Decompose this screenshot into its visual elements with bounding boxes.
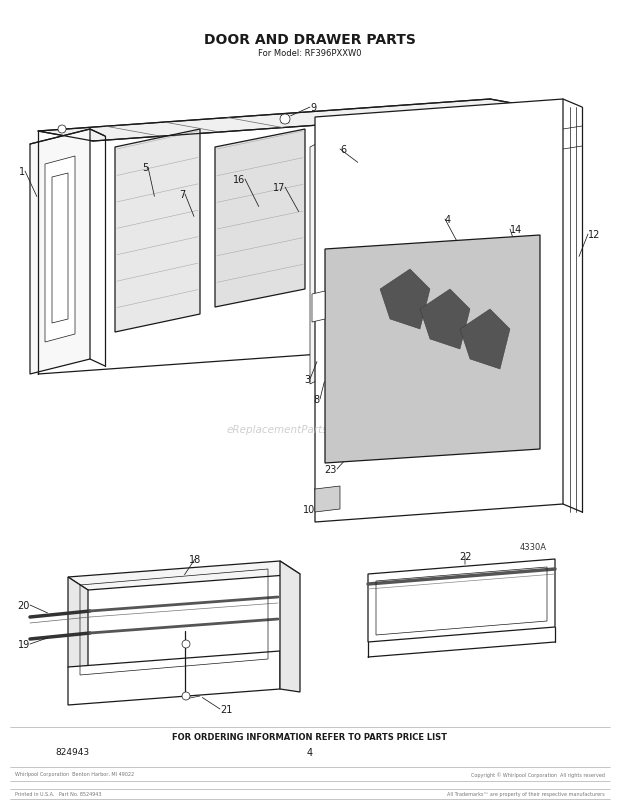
Text: 21: 21 [220,704,232,714]
Text: 6: 6 [340,145,346,155]
Text: Whirlpool Corporation  Benton Harbor, MI 49022: Whirlpool Corporation Benton Harbor, MI … [15,772,134,777]
Text: 20: 20 [17,601,30,610]
Text: Printed in U.S.A.   Part No. 8524943: Printed in U.S.A. Part No. 8524943 [15,792,102,797]
Text: 19: 19 [18,639,30,649]
Polygon shape [115,130,200,332]
Polygon shape [380,270,430,329]
Text: FOR ORDERING INFORMATION REFER TO PARTS PRICE LIST: FOR ORDERING INFORMATION REFER TO PARTS … [172,732,448,742]
Text: 17: 17 [273,183,285,193]
Text: eReplacementParts.com: eReplacementParts.com [226,425,353,434]
Polygon shape [280,561,300,692]
Circle shape [58,126,66,134]
Polygon shape [420,290,470,349]
Text: 9: 9 [310,103,316,113]
Text: 18: 18 [189,554,201,565]
Text: 824943: 824943 [55,748,89,756]
Polygon shape [68,651,280,705]
Polygon shape [368,560,555,642]
Text: Copyright © Whirlpool Corporation  All rights reserved: Copyright © Whirlpool Corporation All ri… [471,771,605,777]
Polygon shape [315,100,563,522]
Text: 10: 10 [303,504,315,515]
Polygon shape [312,291,325,323]
Text: 12: 12 [588,230,600,240]
Text: DOOR AND DRAWER PARTS: DOOR AND DRAWER PARTS [204,33,416,47]
Polygon shape [30,130,90,374]
Polygon shape [315,487,340,512]
Text: 16: 16 [232,175,245,185]
Circle shape [182,692,190,700]
Text: 5: 5 [142,163,148,173]
Text: For Model: RF396PXXW0: For Model: RF396PXXW0 [259,48,361,58]
Polygon shape [325,236,540,463]
Polygon shape [52,173,68,324]
Polygon shape [460,310,510,369]
Text: All Trademarks™ are property of their respective manufacturers: All Trademarks™ are property of their re… [447,792,605,797]
Circle shape [280,115,290,124]
Text: 7: 7 [179,190,185,200]
Text: 22: 22 [459,552,471,561]
Polygon shape [45,157,75,343]
Text: 11: 11 [342,410,354,419]
Text: 15: 15 [415,259,427,270]
Text: 1: 1 [19,167,25,177]
Polygon shape [68,577,88,677]
Text: 3: 3 [304,374,310,385]
Polygon shape [38,100,545,142]
Polygon shape [310,143,320,385]
Text: 8: 8 [314,394,320,405]
Polygon shape [68,561,300,590]
Polygon shape [215,130,305,308]
Text: 4330A: 4330A [520,543,547,552]
Text: 14: 14 [510,225,522,234]
Text: 23: 23 [325,464,337,475]
Circle shape [182,640,190,648]
Text: 4: 4 [307,747,313,757]
Text: 4: 4 [445,214,451,225]
